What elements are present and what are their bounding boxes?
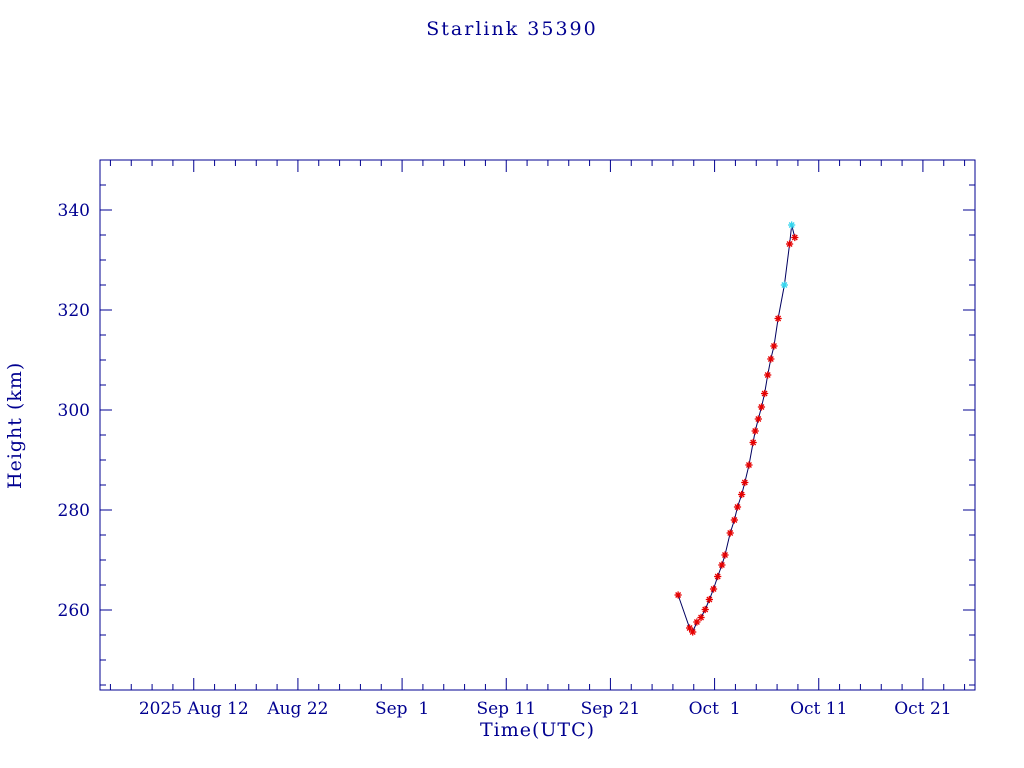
red-asterisk-marker	[770, 342, 778, 350]
red-asterisk-marker	[791, 233, 799, 242]
red-asterisk-marker	[689, 628, 697, 636]
cyan-asterisk-marker	[788, 221, 796, 229]
y-tick-label: 260	[58, 601, 90, 621]
x-tick-label: Oct 1	[689, 699, 741, 719]
chart-title: Starlink 35390	[426, 18, 598, 40]
red-asterisk-marker	[764, 371, 772, 379]
y-tick-label: 320	[58, 301, 90, 321]
x-tick-label: Oct 21	[894, 699, 951, 719]
red-asterisk-marker	[749, 438, 757, 447]
axis-ticks	[100, 160, 975, 690]
red-asterisk-marker	[726, 529, 734, 537]
y-tick-label: 300	[58, 401, 90, 421]
red-asterisk-marker	[705, 595, 713, 604]
y-tick-label: 280	[58, 501, 90, 521]
red-asterisk-marker	[767, 355, 775, 363]
red-asterisk-marker	[745, 461, 753, 469]
x-tick-label: Sep 21	[581, 699, 641, 719]
red-asterisk-marker	[785, 240, 794, 248]
red-asterisk-marker	[714, 572, 722, 581]
x-tick-label: Oct 11	[790, 699, 847, 719]
x-tick-label: 2025 Aug 12	[139, 699, 249, 719]
red-asterisk-marker	[718, 561, 726, 569]
red-asterisk-marker	[760, 389, 769, 398]
red-asterisk-marker	[741, 478, 749, 487]
red-asterisk-marker	[774, 314, 782, 323]
red-asterisk-marker	[709, 585, 718, 593]
red-asterisk-marker	[721, 551, 729, 559]
x-tick-label: Sep 1	[375, 699, 429, 719]
x-axis-title: Time(UTC)	[479, 719, 596, 741]
height-line	[677, 224, 796, 633]
red-asterisk-marker	[701, 605, 709, 614]
red-asterisk-marker	[757, 403, 766, 411]
x-tick-label: Aug 22	[266, 699, 328, 719]
red-asterisk-marker	[754, 415, 762, 423]
plot-border	[99, 159, 976, 691]
x-tick-label: Sep 11	[476, 699, 536, 719]
axis-tick-labels: 2025 Aug 12 Aug 22 Sep 1 Sep 11 Sep 21 Oct 1 O…	[58, 201, 952, 719]
red-asterisk-marker	[693, 618, 701, 626]
red-asterisk-marker	[738, 490, 746, 499]
data-points	[674, 221, 799, 636]
y-tick-label: 340	[58, 201, 90, 221]
red-asterisk-marker	[751, 427, 759, 435]
red-asterisk-marker	[674, 591, 682, 599]
red-asterisk-marker	[730, 516, 738, 524]
cyan-asterisk-marker	[780, 281, 788, 289]
red-asterisk-marker	[697, 613, 705, 622]
red-asterisk-marker	[733, 503, 742, 511]
